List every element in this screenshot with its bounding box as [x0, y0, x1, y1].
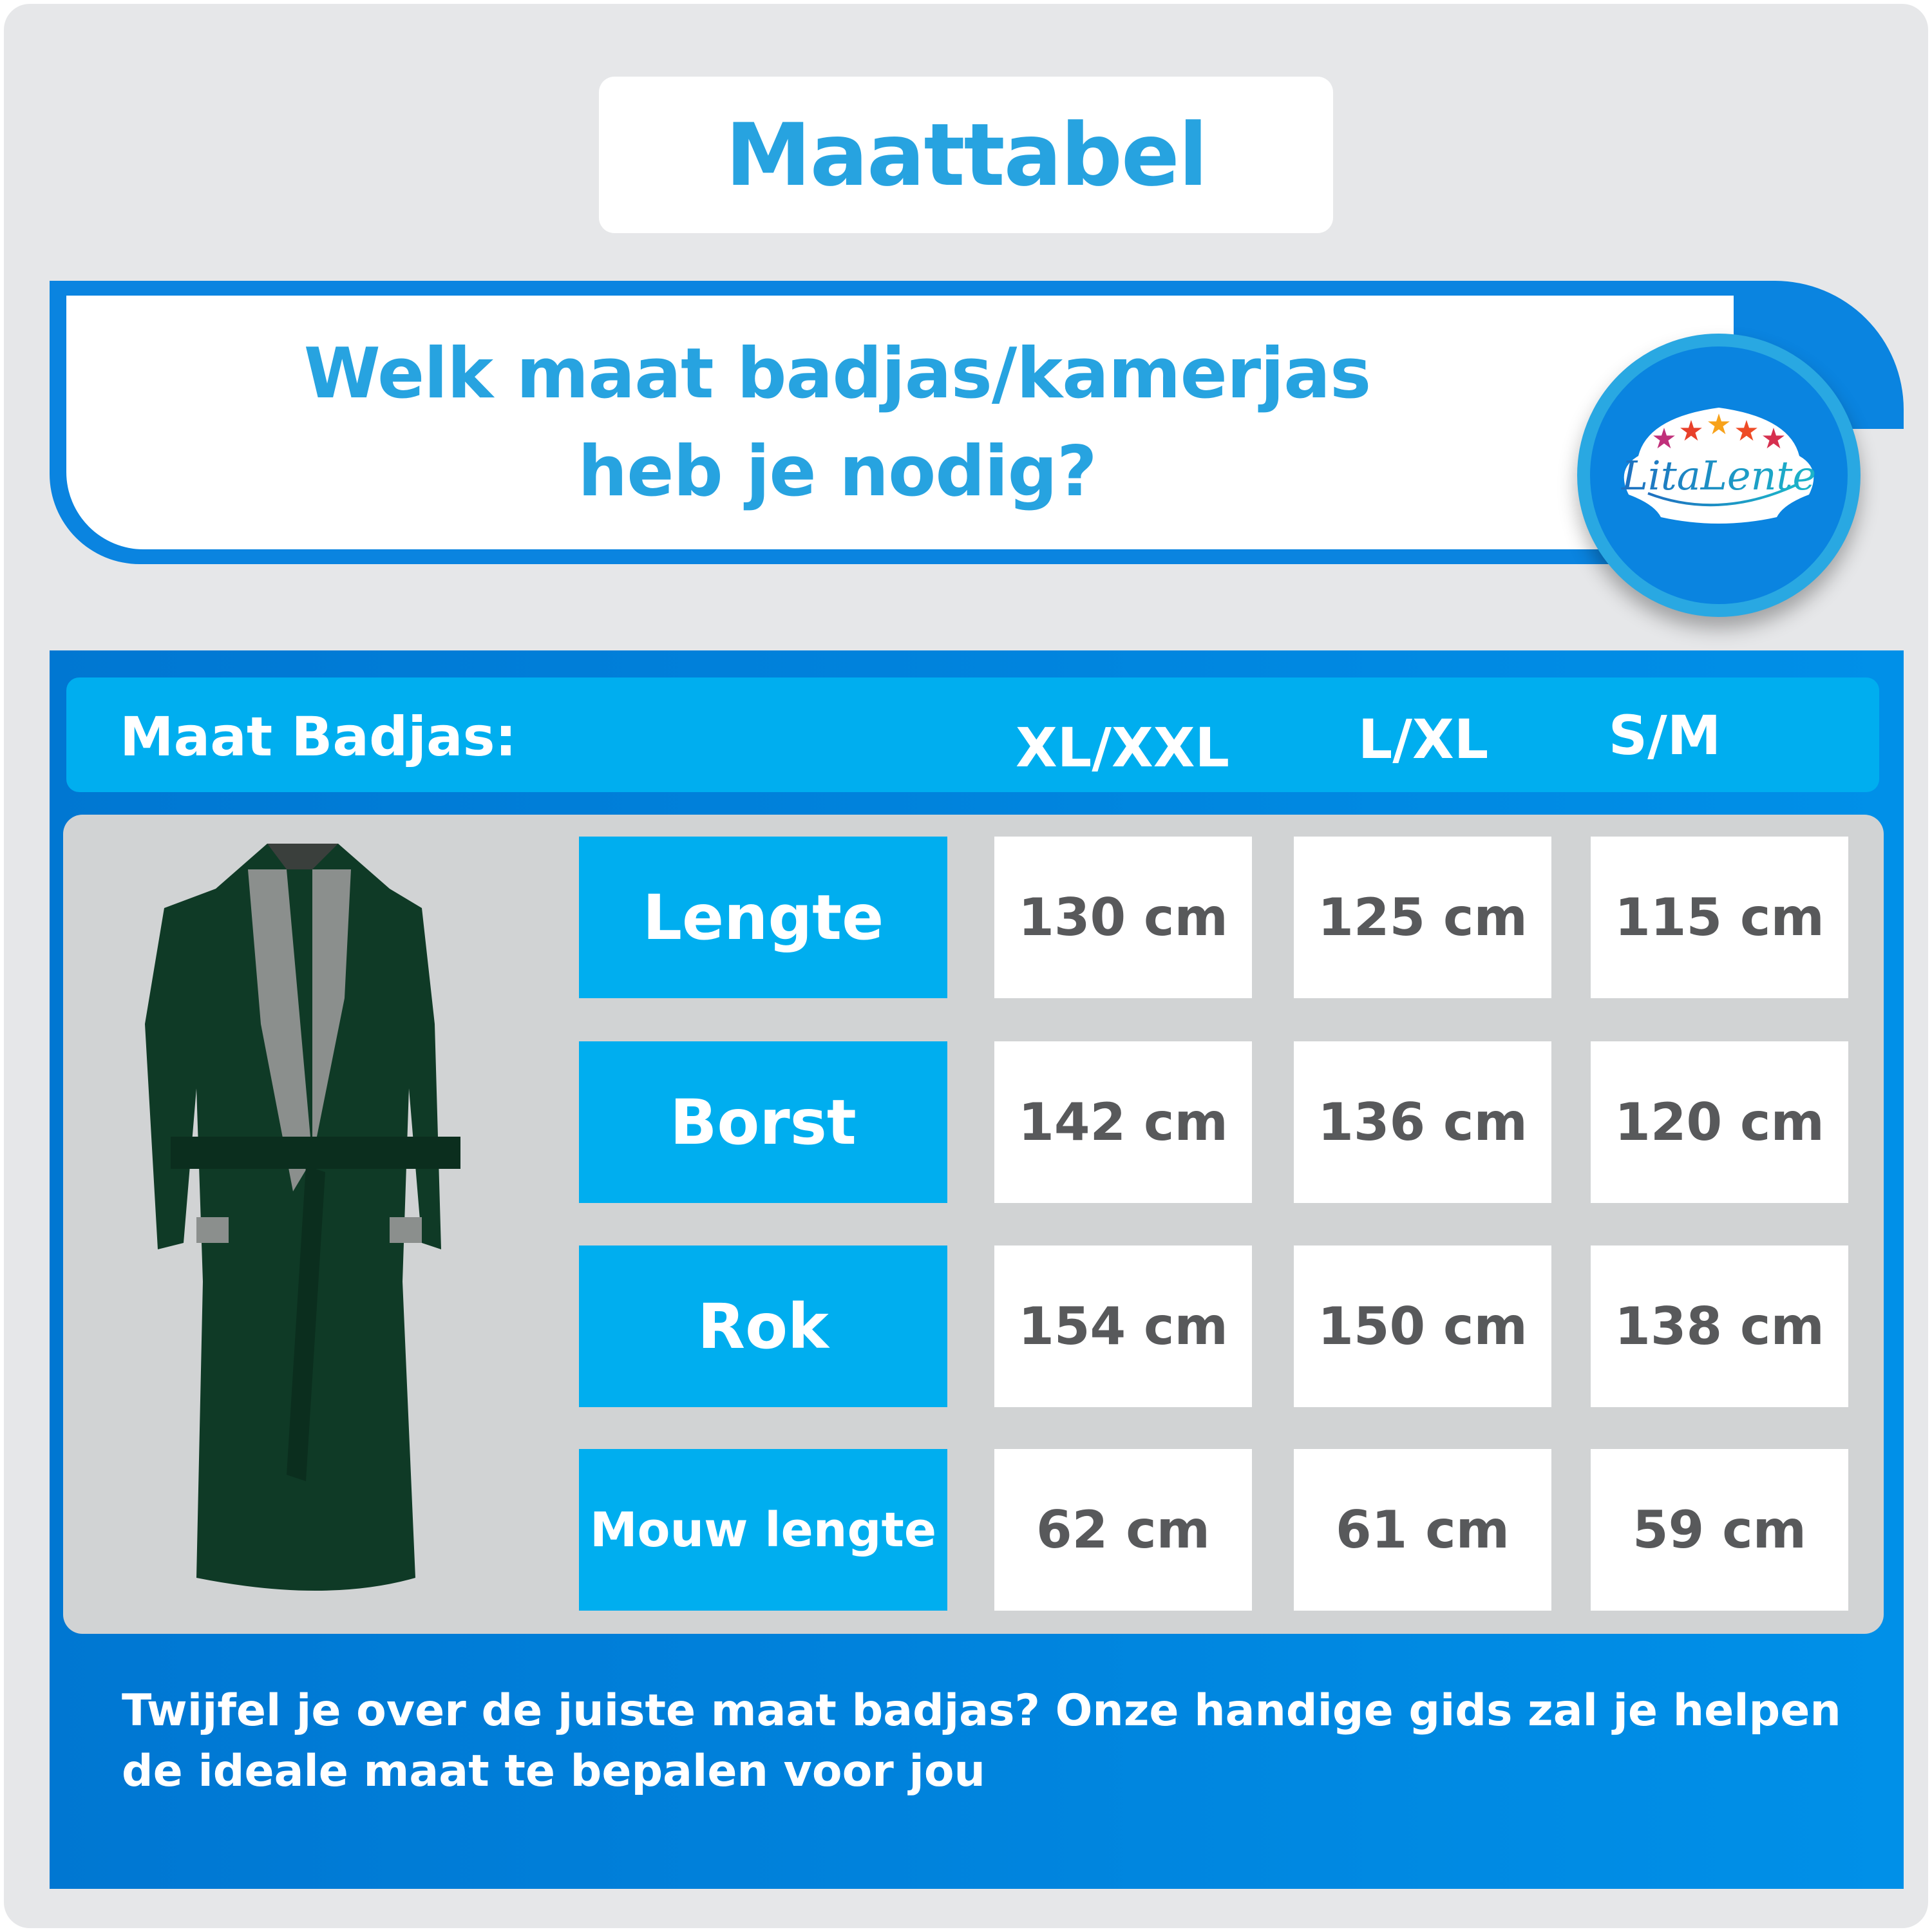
value-cell: 115 cm — [1591, 837, 1848, 998]
banner — [66, 296, 1734, 549]
bathrobe-image — [145, 844, 460, 1591]
value-cell: 130 cm — [994, 837, 1252, 998]
value-cell: 125 cm — [1294, 837, 1551, 998]
value-cell: 136 cm — [1294, 1041, 1551, 1203]
value-cell: 154 cm — [994, 1245, 1252, 1407]
svg-text:★: ★ — [1761, 422, 1786, 455]
title-box: Maattabel — [599, 77, 1333, 233]
question-line-1: Welk maat badjas/kamerjas — [303, 334, 1372, 414]
question-heading: Welk maat badjas/kamerjas heb je nodig? — [193, 325, 1481, 521]
size-header-s-m: S/M — [1608, 704, 1721, 767]
size-header-xl-xxl: XL/XXL — [1015, 716, 1230, 779]
size-header-l-xl: L/XL — [1358, 708, 1489, 771]
svg-text:★: ★ — [1706, 408, 1731, 441]
row-label: Mouw lengte — [579, 1449, 947, 1611]
value-cell: 150 cm — [1294, 1245, 1551, 1407]
svg-text:★: ★ — [1734, 415, 1759, 448]
row-label: Rok — [579, 1245, 947, 1407]
header-label: Maat Badjas: — [120, 705, 517, 768]
row-label: Borst — [579, 1041, 947, 1203]
svg-text:★: ★ — [1678, 415, 1703, 448]
value-cell: 59 cm — [1591, 1449, 1848, 1611]
footer-text: Twijfel je over de juiste maat badjas? O… — [122, 1685, 1841, 1797]
litalente-logo-icon: ★ ★ ★ ★ ★ LitaLente — [1621, 408, 1816, 524]
svg-text:★: ★ — [1651, 422, 1676, 455]
row-label: Lengte — [579, 837, 947, 998]
value-cell: 138 cm — [1591, 1245, 1848, 1407]
value-cell: 62 cm — [994, 1449, 1252, 1611]
svg-text:LitaLente: LitaLente — [1621, 452, 1816, 499]
value-cell: 142 cm — [994, 1041, 1252, 1203]
value-cell: 61 cm — [1294, 1449, 1551, 1611]
question-line-2: heb je nodig? — [578, 431, 1097, 512]
value-cell: 120 cm — [1591, 1041, 1848, 1203]
table-header: Maat Badjas: XL/XXL L/XL S/M — [66, 677, 1879, 792]
brand-logo: ★ ★ ★ ★ ★ LitaLente — [1577, 334, 1861, 617]
page-title: Maattabel — [725, 104, 1208, 205]
